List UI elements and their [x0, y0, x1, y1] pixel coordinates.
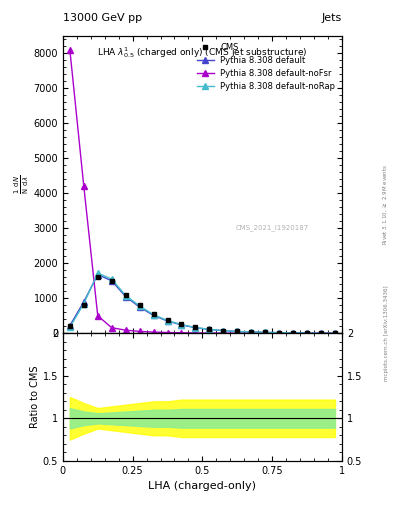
- Pythia 8.308 default-noFsr: [179, 330, 184, 336]
- Line: Pythia 8.308 default-noFsr: Pythia 8.308 default-noFsr: [67, 47, 338, 336]
- Pythia 8.308 default: [235, 328, 240, 334]
- Pythia 8.308 default-noRap: [109, 276, 114, 282]
- Pythia 8.308 default-noFsr: [95, 313, 100, 319]
- Pythia 8.308 default-noRap: [68, 324, 72, 330]
- Pythia 8.308 default: [179, 322, 184, 328]
- Pythia 8.308 default: [249, 329, 253, 335]
- Pythia 8.308 default-noFsr: [305, 330, 309, 336]
- X-axis label: LHA (charged-only): LHA (charged-only): [149, 481, 256, 491]
- Pythia 8.308 default-noRap: [151, 312, 156, 318]
- Pythia 8.308 default-noRap: [332, 330, 337, 336]
- CMS: [277, 330, 281, 336]
- Pythia 8.308 default-noRap: [95, 270, 100, 276]
- CMS: [332, 330, 337, 336]
- Pythia 8.308 default: [221, 328, 226, 334]
- Line: CMS: CMS: [68, 275, 337, 335]
- Pythia 8.308 default-noRap: [221, 328, 226, 334]
- Pythia 8.308 default: [207, 326, 212, 332]
- Pythia 8.308 default-noFsr: [109, 325, 114, 331]
- Pythia 8.308 default-noFsr: [165, 329, 170, 335]
- Pythia 8.308 default-noRap: [319, 330, 323, 336]
- Text: 13000 GeV pp: 13000 GeV pp: [63, 13, 142, 23]
- Pythia 8.308 default-noRap: [235, 328, 240, 334]
- Pythia 8.308 default-noRap: [207, 326, 212, 332]
- Pythia 8.308 default: [81, 298, 86, 305]
- Line: Pythia 8.308 default-noRap: Pythia 8.308 default-noRap: [67, 270, 338, 336]
- CMS: [95, 274, 100, 281]
- Pythia 8.308 default: [332, 330, 337, 336]
- Pythia 8.308 default: [305, 330, 309, 336]
- CMS: [151, 311, 156, 317]
- CMS: [291, 330, 296, 336]
- CMS: [123, 292, 128, 298]
- Pythia 8.308 default: [165, 318, 170, 324]
- Text: mcplots.cern.ch [arXiv:1306.3436]: mcplots.cern.ch [arXiv:1306.3436]: [384, 285, 389, 380]
- Pythia 8.308 default-noRap: [263, 329, 268, 335]
- CMS: [81, 302, 86, 308]
- Pythia 8.308 default: [95, 271, 100, 278]
- Y-axis label: $\frac{1}{\mathrm{N}}\,\frac{\mathrm{d}N}{\mathrm{d}\lambda}$: $\frac{1}{\mathrm{N}}\,\frac{\mathrm{d}N…: [12, 175, 31, 194]
- Pythia 8.308 default-noFsr: [81, 183, 86, 189]
- Pythia 8.308 default-noFsr: [332, 330, 337, 336]
- Line: Pythia 8.308 default: Pythia 8.308 default: [67, 272, 338, 336]
- Pythia 8.308 default-noFsr: [235, 330, 240, 336]
- Text: LHA $\lambda^{1}_{0.5}$ (charged only) (CMS jet substructure): LHA $\lambda^{1}_{0.5}$ (charged only) (…: [97, 45, 308, 60]
- Pythia 8.308 default: [109, 278, 114, 284]
- Pythia 8.308 default-noFsr: [221, 330, 226, 336]
- CMS: [263, 329, 268, 335]
- Pythia 8.308 default-noFsr: [193, 330, 198, 336]
- CMS: [249, 329, 253, 335]
- Pythia 8.308 default-noRap: [291, 330, 296, 336]
- Pythia 8.308 default: [263, 329, 268, 335]
- Pythia 8.308 default-noRap: [123, 292, 128, 298]
- Text: Jets: Jets: [321, 13, 342, 23]
- CMS: [68, 323, 72, 329]
- Pythia 8.308 default-noFsr: [151, 329, 156, 335]
- Pythia 8.308 default: [123, 293, 128, 300]
- Pythia 8.308 default-noFsr: [277, 330, 281, 336]
- Pythia 8.308 default-noFsr: [123, 327, 128, 333]
- Pythia 8.308 default: [137, 304, 142, 310]
- Text: CMS_2021_I1920187: CMS_2021_I1920187: [236, 224, 309, 231]
- Pythia 8.308 default-noRap: [249, 329, 253, 335]
- CMS: [179, 321, 184, 327]
- CMS: [193, 324, 198, 330]
- CMS: [221, 328, 226, 334]
- Pythia 8.308 default-noFsr: [291, 330, 296, 336]
- CMS: [207, 326, 212, 332]
- Pythia 8.308 default: [319, 330, 323, 336]
- CMS: [165, 317, 170, 323]
- Legend: CMS, Pythia 8.308 default, Pythia 8.308 default-noFsr, Pythia 8.308 default-noRa: CMS, Pythia 8.308 default, Pythia 8.308 …: [195, 40, 338, 94]
- Pythia 8.308 default: [277, 330, 281, 336]
- Pythia 8.308 default: [68, 323, 72, 329]
- CMS: [109, 278, 114, 284]
- Text: Rivet 3.1.10, $\geq$ 2.9M events: Rivet 3.1.10, $\geq$ 2.9M events: [382, 164, 389, 245]
- CMS: [319, 330, 323, 336]
- Pythia 8.308 default-noFsr: [319, 330, 323, 336]
- CMS: [305, 330, 309, 336]
- Pythia 8.308 default: [291, 330, 296, 336]
- Pythia 8.308 default-noRap: [277, 330, 281, 336]
- Pythia 8.308 default-noRap: [179, 322, 184, 328]
- Pythia 8.308 default-noFsr: [249, 330, 253, 336]
- Pythia 8.308 default: [193, 325, 198, 331]
- Pythia 8.308 default-noRap: [165, 317, 170, 324]
- Pythia 8.308 default-noFsr: [207, 330, 212, 336]
- Pythia 8.308 default-noRap: [81, 301, 86, 307]
- Pythia 8.308 default-noRap: [305, 330, 309, 336]
- Pythia 8.308 default-noRap: [137, 303, 142, 309]
- CMS: [235, 328, 240, 334]
- CMS: [137, 302, 142, 308]
- Pythia 8.308 default-noFsr: [137, 328, 142, 334]
- Pythia 8.308 default: [151, 312, 156, 318]
- Pythia 8.308 default-noFsr: [68, 47, 72, 53]
- Pythia 8.308 default-noFsr: [263, 330, 268, 336]
- Pythia 8.308 default-noRap: [193, 325, 198, 331]
- Y-axis label: Ratio to CMS: Ratio to CMS: [30, 366, 40, 429]
